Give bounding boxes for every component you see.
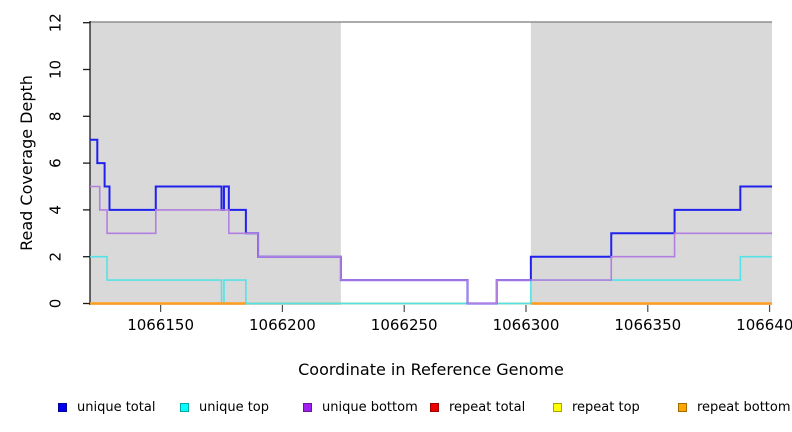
y-tick-label: 10 xyxy=(47,60,65,79)
y-tick-label: 12 xyxy=(47,13,65,32)
series-unique-top-line xyxy=(90,255,772,305)
legend-swatch-repeat-bottom xyxy=(678,402,687,412)
legend-swatch-unique-bottom xyxy=(303,402,312,412)
legend-label: repeat top xyxy=(572,399,640,415)
legend-swatch-unique-top xyxy=(180,402,189,412)
legend-swatch-repeat-top xyxy=(553,402,562,412)
x-tick-label: 1066300 xyxy=(493,316,560,334)
legend-item-repeat-top: repeat top xyxy=(553,398,640,416)
y-tick-label: 2 xyxy=(47,252,65,262)
y-tick-label: 6 xyxy=(47,158,65,168)
x-tick-label: 1066200 xyxy=(249,316,316,334)
legend-label: unique bottom xyxy=(322,399,418,415)
legend-item-repeat-bottom: repeat bottom xyxy=(678,398,791,416)
y-tick-label: 0 xyxy=(47,299,65,309)
legend-label: unique total xyxy=(77,399,156,415)
repeat-region-shade xyxy=(530,22,772,305)
legend-swatch-unique-total xyxy=(58,402,67,412)
legend-label: repeat bottom xyxy=(697,399,791,415)
series-unique-bottom-line xyxy=(90,185,772,305)
repeat-region-shade xyxy=(90,22,341,305)
y-tick-label: 8 xyxy=(47,112,65,122)
x-tick-label: 1066350 xyxy=(614,316,681,334)
legend-item-repeat-total: repeat total xyxy=(430,398,525,416)
x-tick-label: 1066400 xyxy=(736,316,792,334)
x-tick-label: 1066150 xyxy=(127,316,194,334)
chart-legend: unique total unique top unique bottom repea… xyxy=(0,398,792,420)
x-axis-title: Coordinate in Reference Genome xyxy=(298,360,564,379)
legend-swatch-repeat-total xyxy=(430,402,439,412)
x-tick-label: 1066250 xyxy=(371,316,438,334)
legend-label: repeat total xyxy=(449,399,526,415)
legend-label: unique top xyxy=(199,399,270,415)
legend-item-unique-top: unique top xyxy=(180,398,269,416)
y-axis-title: Read Coverage Depth xyxy=(17,75,36,251)
legend-item-unique-total: unique total xyxy=(58,398,155,416)
y-tick-label: 4 xyxy=(47,205,65,215)
legend-item-unique-bottom: unique bottom xyxy=(303,398,418,416)
